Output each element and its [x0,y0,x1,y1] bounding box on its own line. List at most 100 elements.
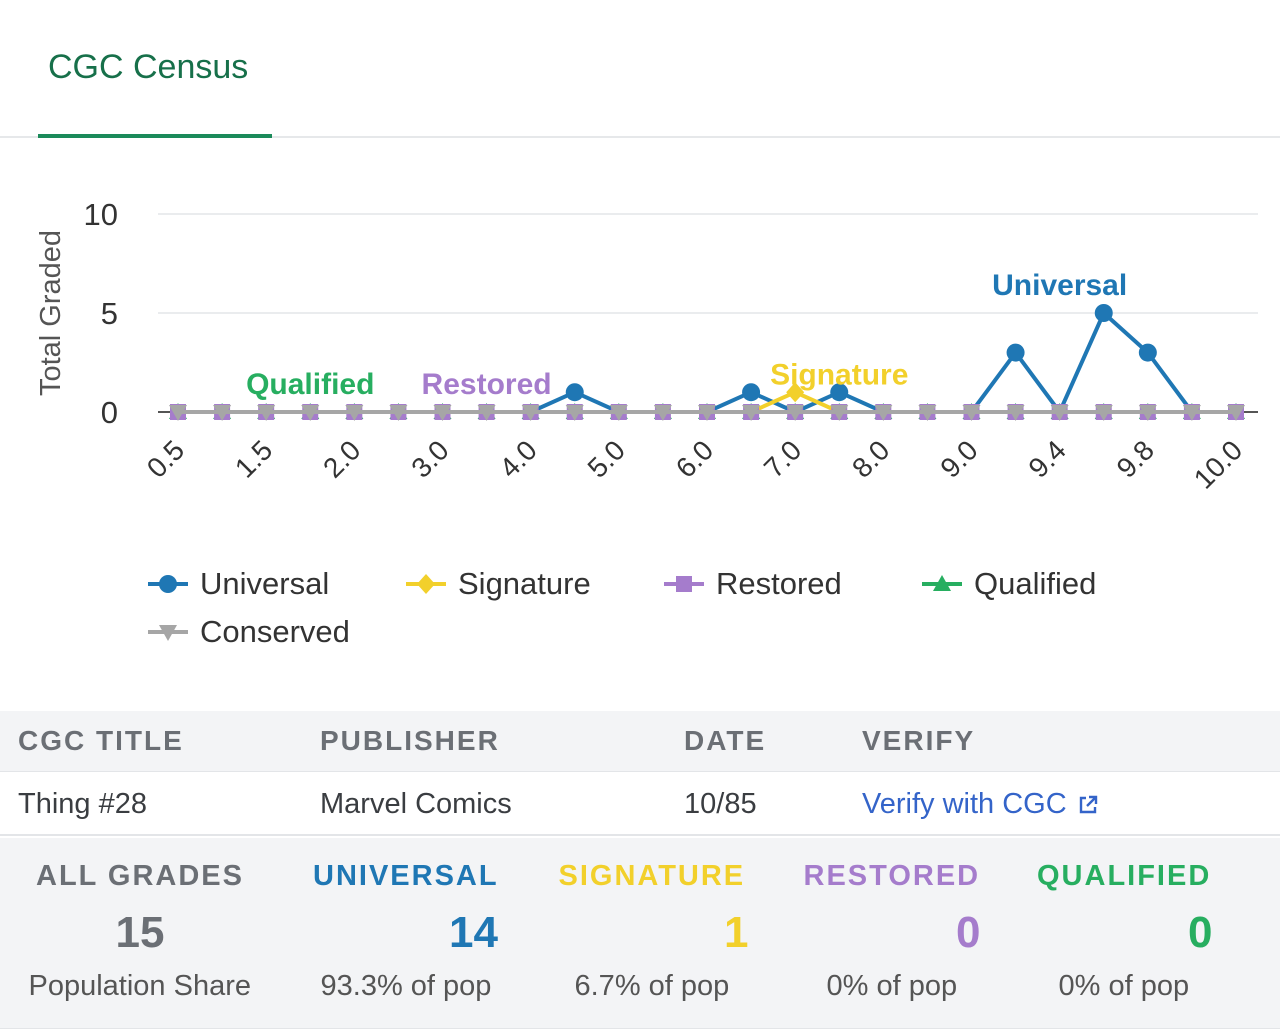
header-publisher: PUBLISHER [320,725,500,756]
point-universal [830,383,849,402]
verify-link-label: Verify with CGC [862,788,1067,820]
tab-bar: CGC Census [0,0,1280,138]
point-conserved [698,405,716,421]
point-signature [786,382,805,403]
y-tick-label: 5 [101,296,118,331]
legend-label: Restored [716,566,842,601]
grade-share-restored: 0% of pop [826,970,958,1002]
point-conserved [1006,405,1025,421]
grade-share-qualified: 0% of pop [1058,970,1190,1002]
grade-share-universal: 93.3% of pop [320,970,492,1002]
grade-count-qualified: 0 [1188,908,1213,957]
grade-count-all-grades: 15 [115,908,165,957]
point-conserved [918,405,937,421]
legend-item-universal[interactable]: Universal [148,566,329,602]
legend-label: Conserved [200,614,350,649]
point-universal [1094,304,1113,322]
point-conserved [389,405,408,421]
annotation-qualified: Qualified [246,368,374,401]
y-axis-label: Total Graded [35,230,67,396]
census-chart: 0 5 10 Total Graded 0.5 1.5 2.0 3.0 4.0 5.0 6.0 7.0… [35,197,1258,495]
grade-label-restored: RESTORED [803,860,981,892]
grade-share-signature: 6.7% of pop [574,970,730,1002]
point-conserved [169,405,187,421]
point-conserved [786,405,805,421]
cell-date: 10/85 [684,788,757,820]
table-row: Thing #28 Marvel Comics 10/85 Verify wit… [0,772,1280,836]
point-universal [1138,343,1157,362]
legend-item-qualified[interactable]: Qualified [922,566,1096,602]
header-verify: VERIFY [862,725,976,756]
header-date: DATE [684,725,767,756]
legend-item-conserved[interactable]: Conserved [148,614,350,650]
grade-label-all-grades: ALL GRADES [36,860,244,892]
x-tick-label: 6.0 [670,434,719,483]
triangle-down-marker-icon [148,625,188,641]
diamond-marker-icon [406,574,446,594]
point-conserved [565,405,584,421]
external-link-icon [1079,795,1097,813]
x-tick-label: 4.0 [493,434,542,483]
point-conserved [301,405,320,421]
cell-publisher: Marvel Comics [320,788,512,820]
point-conserved [257,405,276,421]
point-conserved [830,405,849,421]
point-conserved [742,405,761,421]
table-header-row: CGC TITLE PUBLISHER DATE VERIFY [0,711,1280,772]
y-tick-label: 0 [101,395,118,430]
grade-label-signature: SIGNATURE [558,860,746,892]
legend-item-restored[interactable]: Restored [664,566,842,602]
point-conserved [962,405,981,421]
tab-cgc-census[interactable]: CGC Census [38,0,272,138]
point-universal [742,383,761,402]
point-conserved [1182,405,1201,421]
point-conserved [1227,405,1245,421]
x-tick-label: 9.8 [1111,434,1160,483]
grade-count-universal: 14 [449,908,498,957]
cell-title: Thing #28 [18,788,147,820]
x-tick-label: 3.0 [405,434,454,483]
grade-count-restored: 0 [956,908,981,957]
grade-share-all-grades: Population Share [28,970,252,1002]
grade-label-qualified: QUALIFIED [1037,860,1212,892]
point-conserved [521,405,540,421]
point-conserved [213,405,232,421]
legend-item-signature[interactable]: Signature [406,566,591,602]
legend-label: Universal [200,566,330,601]
x-tick-label: 0.5 [141,434,190,483]
point-conserved [1094,405,1113,421]
point-conserved [653,405,672,421]
x-tick-label: 7.0 [758,434,807,483]
annotation-signature: Signature [770,358,908,391]
legend-label: Qualified [974,566,1097,601]
y-tick-label: 10 [84,197,118,232]
x-tick-label: 5.0 [582,434,631,483]
census-info-table: CGC TITLE PUBLISHER DATE VERIFY Thing #2… [0,711,1280,836]
x-tick-label: 1.5 [229,434,278,483]
tab-label: CGC Census [48,48,249,86]
point-conserved [345,405,364,421]
grade-label-universal: UNIVERSAL [313,860,499,892]
x-tick-label: 2.0 [317,434,366,483]
point-universal [1006,343,1025,362]
point-conserved [1050,405,1069,421]
annotation-universal: Universal [992,269,1127,302]
x-tick-label: 10.0 [1188,434,1248,494]
x-tick-label: 8.0 [846,434,895,483]
triangle-marker-icon [922,575,962,591]
circle-marker-icon [148,575,188,593]
point-conserved [1138,405,1157,421]
square-marker-icon [664,576,704,592]
grade-count-signature: 1 [724,908,749,957]
grade-summary: ALL GRADES 15 Population Share UNIVERSAL 14 9… [0,838,1280,1029]
point-universal [565,383,584,402]
x-tick-label: 9.4 [1022,434,1071,483]
header-cgc-title: CGC TITLE [18,725,184,756]
point-conserved [433,405,452,421]
point-conserved [874,405,893,421]
x-tick-label: 9.0 [934,434,983,483]
verify-with-cgc-link[interactable]: Verify with CGC [862,788,1099,821]
point-conserved [477,405,496,421]
point-conserved [609,405,628,421]
annotation-restored: Restored [422,368,552,401]
